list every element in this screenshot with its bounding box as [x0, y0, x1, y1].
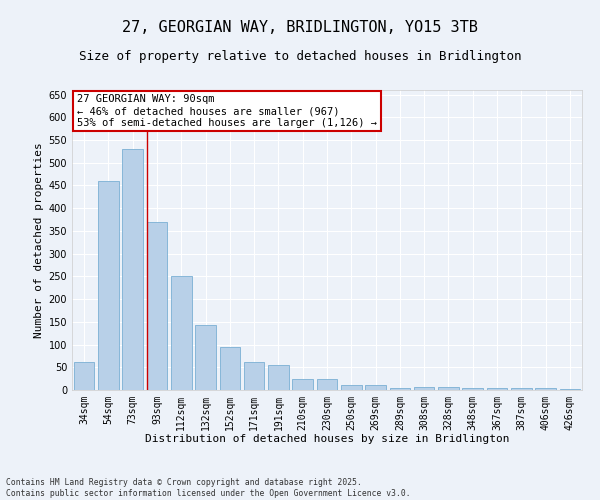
Bar [220, 347, 240, 390]
Bar [438, 387, 459, 390]
Text: 27, GEORGIAN WAY, BRIDLINGTON, YO15 3TB: 27, GEORGIAN WAY, BRIDLINGTON, YO15 3TB [122, 20, 478, 35]
Bar [511, 388, 532, 390]
Bar [146, 222, 167, 390]
Bar [463, 388, 483, 390]
Bar [365, 386, 386, 390]
Bar [244, 362, 265, 390]
Text: Contains HM Land Registry data © Crown copyright and database right 2025.
Contai: Contains HM Land Registry data © Crown c… [6, 478, 410, 498]
Bar [74, 362, 94, 390]
Bar [487, 388, 508, 390]
Bar [317, 378, 337, 390]
Bar [389, 388, 410, 390]
Text: Size of property relative to detached houses in Bridlington: Size of property relative to detached ho… [79, 50, 521, 63]
Y-axis label: Number of detached properties: Number of detached properties [34, 142, 44, 338]
Bar [98, 181, 119, 390]
Bar [195, 326, 216, 390]
Bar [535, 388, 556, 390]
Bar [341, 386, 362, 390]
Bar [560, 388, 580, 390]
Bar [171, 276, 191, 390]
Bar [268, 365, 289, 390]
Bar [414, 387, 434, 390]
Bar [122, 149, 143, 390]
X-axis label: Distribution of detached houses by size in Bridlington: Distribution of detached houses by size … [145, 434, 509, 444]
Bar [292, 378, 313, 390]
Text: 27 GEORGIAN WAY: 90sqm
← 46% of detached houses are smaller (967)
53% of semi-de: 27 GEORGIAN WAY: 90sqm ← 46% of detached… [77, 94, 377, 128]
